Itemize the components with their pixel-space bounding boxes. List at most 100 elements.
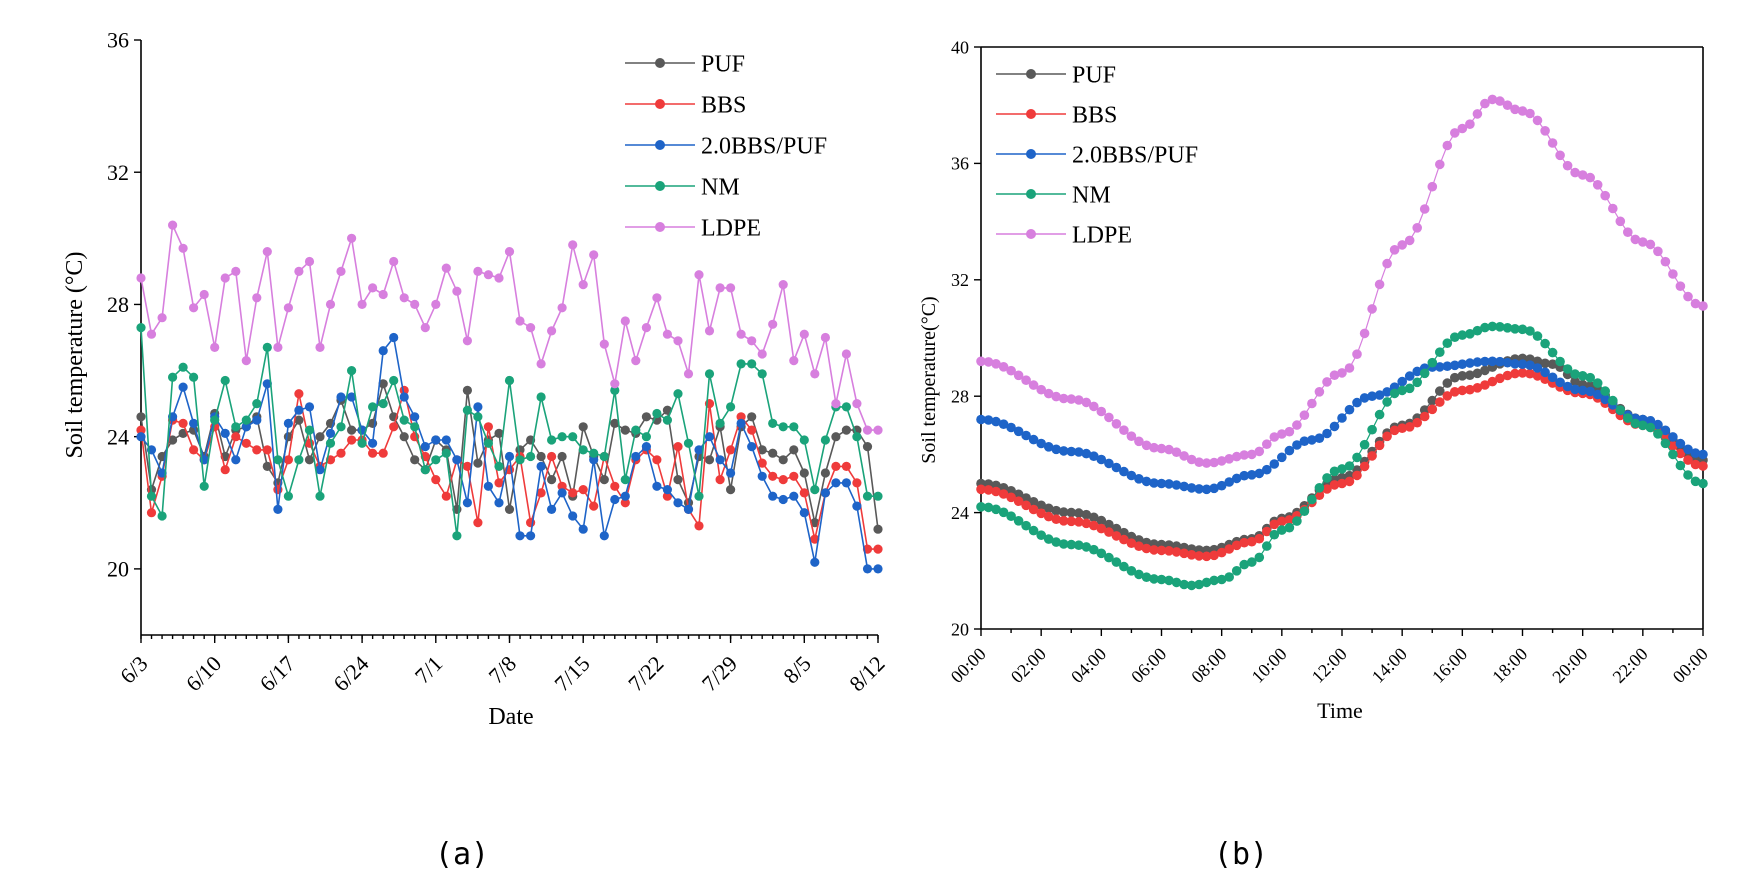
legend-swatch-marker: [655, 222, 665, 232]
data-point: [420, 465, 430, 475]
data-point: [452, 455, 462, 465]
data-point: [1344, 461, 1355, 471]
data-point: [410, 412, 420, 422]
data-point: [547, 475, 557, 485]
data-point: [378, 289, 388, 300]
data-point: [1638, 420, 1648, 431]
data-point: [1668, 269, 1678, 279]
data-point: [315, 491, 325, 501]
data-point: [1683, 444, 1693, 455]
data-point: [1615, 216, 1626, 227]
data-point: [789, 356, 799, 366]
data-point: [1104, 458, 1114, 469]
series-nm-a: [136, 323, 883, 541]
data-point: [998, 507, 1009, 518]
data-point: [262, 379, 272, 389]
y-tick-label: 40: [951, 37, 969, 57]
data-point: [1201, 577, 1212, 588]
data-point: [641, 432, 652, 442]
data-point: [431, 435, 441, 445]
legend-label: LDPE: [701, 215, 761, 241]
data-point: [778, 475, 788, 485]
data-point: [747, 442, 757, 452]
data-point: [747, 359, 757, 369]
y-axis-label-b: Soil temperature(°C): [918, 296, 940, 463]
data-point: [694, 521, 704, 531]
data-point: [220, 428, 230, 438]
data-point: [1465, 119, 1475, 129]
data-point: [378, 399, 388, 409]
data-point: [1292, 420, 1302, 430]
data-point: [1096, 454, 1107, 465]
y-tick-label: 24: [951, 503, 969, 523]
data-point: [1141, 440, 1152, 451]
data-point: [1660, 438, 1671, 449]
data-point: [220, 375, 230, 386]
data-point: [252, 399, 262, 409]
data-point: [1058, 539, 1069, 549]
data-point: [589, 501, 599, 511]
data-point: [262, 461, 272, 471]
data-point: [1006, 422, 1016, 433]
data-point: [736, 329, 746, 339]
data-point: [441, 491, 451, 501]
data-point: [1066, 507, 1077, 518]
data-point: [610, 379, 620, 389]
legend-item-ldpe: LDPE: [625, 215, 761, 241]
data-point: [799, 488, 809, 498]
legend-label: 2.0BBS/PUF: [1072, 142, 1198, 168]
data-point: [726, 445, 736, 455]
data-point: [378, 379, 388, 389]
data-point: [652, 293, 662, 303]
data-point: [536, 461, 546, 471]
data-point: [1359, 439, 1370, 450]
data-point: [1442, 361, 1453, 372]
data-point: [726, 485, 736, 495]
data-point: [136, 412, 146, 422]
data-point: [283, 418, 293, 428]
data-point: [1517, 324, 1528, 335]
data-point: [841, 402, 852, 412]
data-point: [1585, 172, 1595, 183]
data-point: [420, 442, 430, 452]
data-point: [1089, 512, 1099, 523]
data-point: [599, 451, 609, 462]
data-point: [1239, 470, 1249, 481]
data-point: [768, 491, 778, 501]
data-point: [1292, 440, 1302, 450]
data-point: [991, 359, 1001, 369]
data-point: [494, 478, 504, 488]
data-point: [504, 451, 515, 462]
data-point: [715, 418, 725, 428]
data-point: [599, 339, 609, 349]
data-point: [704, 455, 715, 465]
data-point: [1224, 454, 1234, 464]
data-point: [220, 465, 230, 475]
data-point: [736, 412, 746, 422]
data-point: [1457, 359, 1468, 370]
legend-label: PUF: [701, 51, 745, 77]
data-point: [1352, 349, 1362, 360]
data-point: [1074, 395, 1084, 405]
data-point: [504, 504, 515, 514]
data-point: [1149, 442, 1159, 453]
y-tick-label: 20: [107, 557, 129, 582]
data-point: [557, 432, 567, 442]
data-point: [1322, 377, 1332, 387]
data-point: [1043, 534, 1054, 544]
data-point: [146, 491, 157, 501]
data-point: [1630, 418, 1641, 429]
data-point: [841, 478, 852, 488]
data-point: [1638, 237, 1648, 247]
data-point: [1051, 505, 1061, 516]
data-point: [1314, 483, 1325, 493]
series-layer-a: [136, 220, 883, 574]
data-point: [768, 448, 778, 458]
x-tick-label: 7/22: [623, 651, 668, 696]
data-point: [220, 273, 230, 283]
data-point: [189, 372, 199, 382]
data-point: [526, 323, 536, 333]
data-point: [652, 481, 662, 491]
data-point: [483, 438, 493, 448]
data-point: [1359, 328, 1370, 339]
